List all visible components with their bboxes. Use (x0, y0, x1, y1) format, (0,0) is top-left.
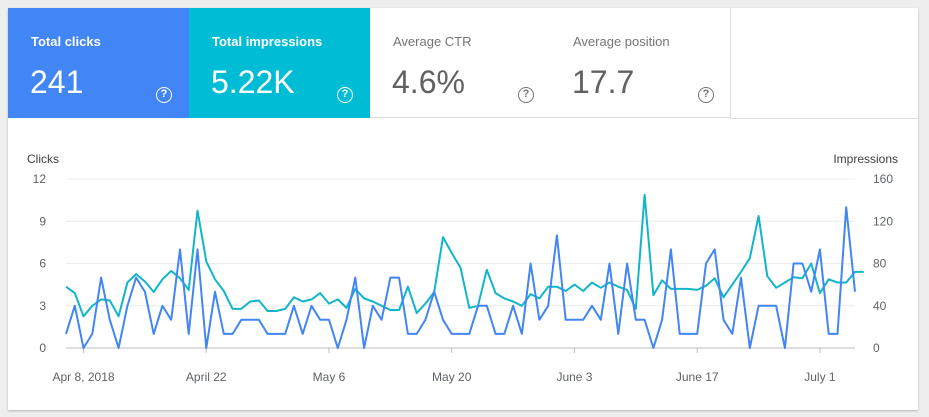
y-tick-label-right: 80 (873, 257, 887, 271)
y-ticks-left: 0 3 6 9 12 (33, 172, 47, 355)
series-line-impressions (65, 193, 864, 318)
metric-label: Total impressions (212, 34, 323, 49)
x-tick-label: June 17 (676, 370, 719, 384)
y-axis-label-right: Impressions (833, 152, 898, 166)
y-tick-label-right: 120 (873, 214, 893, 228)
tiles-divider (730, 118, 918, 119)
y-tick-label-right: 160 (873, 172, 893, 186)
y-tick-label-left: 6 (39, 257, 46, 271)
help-icon[interactable]: ? (156, 87, 172, 103)
metric-tile-average-position[interactable]: Average position 17.7 ? (550, 8, 731, 118)
x-ticks: Apr 8, 2018 April 22 May 6 May 20 June 3 June… (53, 348, 836, 384)
metric-tiles: Total clicks 241 ? Total impressions 5.2… (8, 8, 918, 119)
metric-tile-total-clicks[interactable]: Total clicks 241 ? (8, 8, 189, 118)
y-ticks-right: 0 40 80 120 160 (873, 172, 893, 355)
x-tick-label: April 22 (186, 370, 227, 384)
help-icon[interactable]: ? (518, 87, 534, 103)
metric-value: 5.22K (211, 64, 295, 100)
x-tick-label: July 1 (804, 370, 836, 384)
y-tick-label-right: 0 (873, 341, 880, 355)
x-tick-label: June 3 (556, 370, 592, 384)
y-axis-label-left: Clicks (27, 152, 59, 166)
metric-value: 17.7 (572, 64, 635, 100)
help-icon[interactable]: ? (337, 87, 353, 103)
metric-label: Total clicks (31, 34, 101, 49)
metric-tile-total-impressions[interactable]: Total impressions 5.22K ? (189, 8, 370, 118)
metric-value: 241 (30, 64, 84, 100)
y-tick-label-left: 9 (39, 214, 46, 228)
x-tick-label: May 6 (313, 370, 346, 384)
x-tick-label: Apr 8, 2018 (53, 370, 115, 384)
y-tick-label-left: 0 (39, 341, 46, 355)
performance-card: Total clicks 241 ? Total impressions 5.2… (8, 8, 918, 410)
y-tick-label-left: 3 (39, 299, 46, 313)
metric-label: Average CTR (393, 34, 472, 49)
series-line-clicks (65, 206, 856, 349)
metric-label: Average position (573, 34, 670, 49)
metric-value: 4.6% (392, 64, 465, 100)
y-tick-label-right: 40 (873, 299, 887, 313)
chart-series (65, 193, 864, 349)
performance-chart: Clicks Impressions 0 3 6 9 12 0 40 80 120 160 Ap… (27, 152, 898, 384)
chart-grid (66, 178, 855, 349)
help-icon[interactable]: ? (698, 87, 714, 103)
y-tick-label-left: 12 (33, 172, 47, 186)
metric-tile-average-ctr[interactable]: Average CTR 4.6% ? (370, 8, 551, 118)
x-tick-label: May 20 (432, 370, 472, 384)
